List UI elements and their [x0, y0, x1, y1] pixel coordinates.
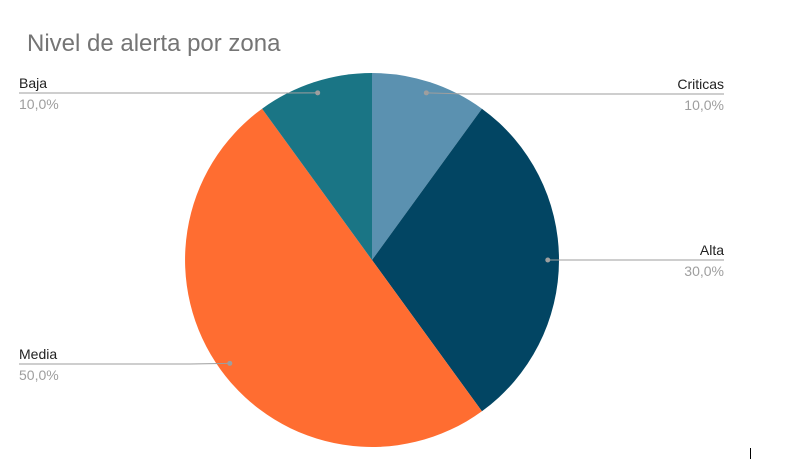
- leader-line-media: [19, 362, 230, 365]
- slice-label-baja: Baja: [19, 75, 47, 91]
- pie-slice-alta: [372, 108, 559, 412]
- leader-line-criticas: [426, 92, 724, 95]
- slice-label-media: Media: [19, 346, 57, 362]
- chart-title: Nivel de alerta por zona: [27, 30, 281, 57]
- slice-percent-criticas: 10,0%: [684, 97, 724, 113]
- slice-labels: Criticas 10,0% Alta 30,0% Media 50,0% Baja 10,0…: [19, 75, 724, 383]
- slice-percent-alta: 30,0%: [684, 263, 724, 279]
- slice-percent-baja: 10,0%: [19, 96, 59, 112]
- pie-slice-criticas: [372, 73, 482, 260]
- leader-dot-alta: [545, 257, 551, 263]
- leader-dot-media: [227, 360, 233, 366]
- leader-dot-baja: [315, 90, 321, 96]
- slice-label-criticas: Criticas: [677, 76, 724, 92]
- pie-slice-baja: [262, 73, 372, 260]
- slice-label-alta: Alta: [700, 242, 724, 258]
- leader-lines: [19, 90, 724, 366]
- pie-slices: [185, 73, 559, 447]
- edge-tick-mark: [750, 448, 751, 459]
- leader-dot-criticas: [423, 90, 429, 96]
- pie-slice-media: [185, 108, 482, 447]
- slice-percent-media: 50,0%: [19, 367, 59, 383]
